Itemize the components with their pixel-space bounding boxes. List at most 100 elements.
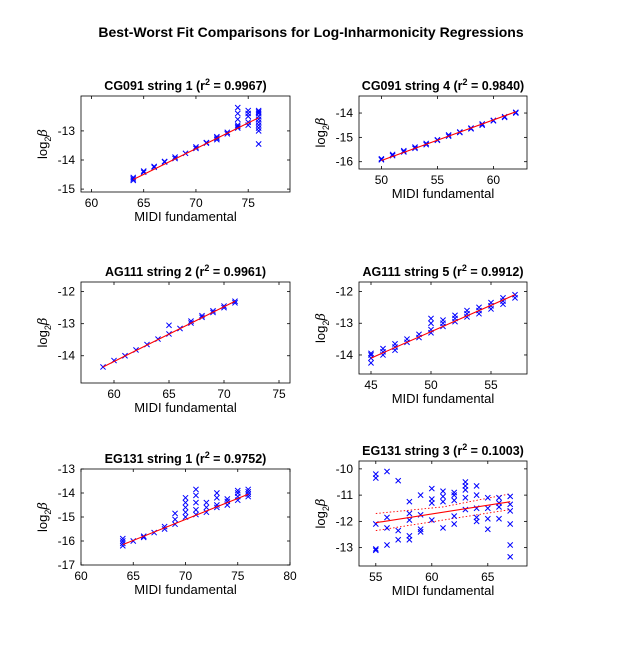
data-point — [428, 517, 435, 524]
y-tick-label: -12 — [336, 285, 354, 299]
y-tick-label: -14 — [336, 348, 354, 362]
data-point — [507, 542, 514, 548]
data-point — [507, 553, 514, 560]
data-point — [234, 487, 241, 494]
data-point — [372, 547, 379, 554]
data-point — [119, 535, 126, 542]
data-point — [395, 536, 402, 543]
y-axis-label-main: log — [313, 130, 328, 147]
data-point — [119, 540, 126, 547]
data-point — [406, 510, 413, 517]
data-point — [451, 513, 458, 520]
data-point — [192, 143, 199, 150]
x-tick-label: 60 — [425, 570, 439, 584]
x-tick-label: 60 — [74, 569, 88, 583]
data-point — [213, 490, 220, 496]
y-tick-label: -15 — [58, 510, 76, 524]
figure-title: Best-Worst Fit Comparisons for Log-Inhar… — [98, 24, 523, 40]
data-point — [395, 527, 402, 534]
plot-title-main: CG091 string 4 (r — [362, 79, 463, 93]
data-point — [464, 307, 470, 314]
data-point — [255, 141, 262, 147]
data-point — [384, 524, 390, 531]
data-point — [182, 504, 189, 511]
fit-line — [102, 300, 236, 368]
plot-title-rest: = 0.9912) — [467, 265, 524, 279]
data-point — [484, 505, 491, 512]
data-point — [182, 494, 189, 501]
plot-title-main: EG131 string 1 (r — [105, 452, 205, 466]
data-point — [473, 518, 480, 525]
x-tick-label: 65 — [162, 387, 176, 401]
fit-line — [370, 294, 516, 359]
y-axis-label: log2β — [35, 318, 53, 348]
x-tick-label: 70 — [189, 196, 203, 210]
data-point — [440, 317, 446, 324]
data-point — [384, 514, 390, 521]
y-tick-label: -13 — [58, 317, 76, 331]
data-point — [417, 526, 424, 533]
x-axis-label: MIDI fundamental — [392, 391, 495, 406]
x-tick-label: 80 — [283, 569, 297, 583]
y-tick-label: -13 — [58, 462, 76, 476]
y-tick-label: -14 — [58, 153, 76, 167]
data-point — [462, 494, 469, 501]
data-point — [192, 499, 199, 506]
y-axis-label-main: log — [313, 326, 328, 343]
confidence-band-lower — [375, 509, 511, 532]
data-point — [255, 125, 262, 131]
data-point — [378, 156, 385, 163]
y-tick-label: -13 — [58, 124, 76, 138]
plot-title-main: AG111 string 2 (r — [105, 265, 204, 279]
data-point — [428, 320, 434, 327]
data-point — [395, 477, 402, 484]
y-tick-label: -16 — [336, 155, 354, 169]
y-axis-label-sub: 2 — [43, 325, 53, 330]
data-point — [512, 110, 519, 116]
plot-title-sup: 2 — [463, 77, 468, 87]
plot-title-sup: 2 — [462, 263, 467, 273]
plot-title-sup: 2 — [462, 442, 467, 452]
data-point — [406, 498, 413, 505]
y-axis-label-main: log — [35, 142, 50, 159]
y-axis-label-symbol: β — [314, 499, 329, 508]
data-point — [484, 515, 491, 522]
data-point — [192, 506, 199, 513]
data-point — [452, 312, 458, 319]
data-point — [234, 116, 241, 123]
x-tick-label: 55 — [431, 173, 445, 187]
data-point — [255, 122, 262, 129]
data-point — [378, 155, 385, 162]
x-axis-label: MIDI fundamental — [134, 209, 237, 224]
y-tick-label: -17 — [58, 558, 76, 572]
x-tick-label: 75 — [272, 387, 286, 401]
y-axis-label-symbol: β — [314, 313, 329, 322]
plot-title-rest: = 0.9840) — [468, 79, 525, 93]
data-point — [140, 168, 147, 175]
plot-title-main: AG111 string 5 (r — [362, 265, 461, 279]
data-point — [213, 502, 220, 508]
y-tick-label: -10 — [336, 462, 354, 476]
plot-title-sup: 2 — [205, 450, 210, 460]
data-point — [476, 304, 482, 311]
data-point — [172, 154, 179, 161]
data-point — [380, 345, 386, 352]
y-axis-label-main: log — [35, 330, 50, 347]
data-point — [130, 175, 137, 182]
x-axis-label: MIDI fundamental — [392, 186, 495, 201]
data-point — [182, 499, 189, 506]
data-point — [192, 486, 199, 493]
data-point — [224, 496, 231, 502]
data-point — [428, 500, 435, 506]
y-axis-label-symbol: β — [36, 318, 51, 327]
data-point — [213, 494, 220, 501]
data-point — [440, 488, 446, 495]
x-tick-label: 55 — [369, 570, 383, 584]
data-point — [234, 123, 241, 130]
data-point — [245, 107, 252, 114]
y-tick-label: -16 — [58, 534, 76, 548]
